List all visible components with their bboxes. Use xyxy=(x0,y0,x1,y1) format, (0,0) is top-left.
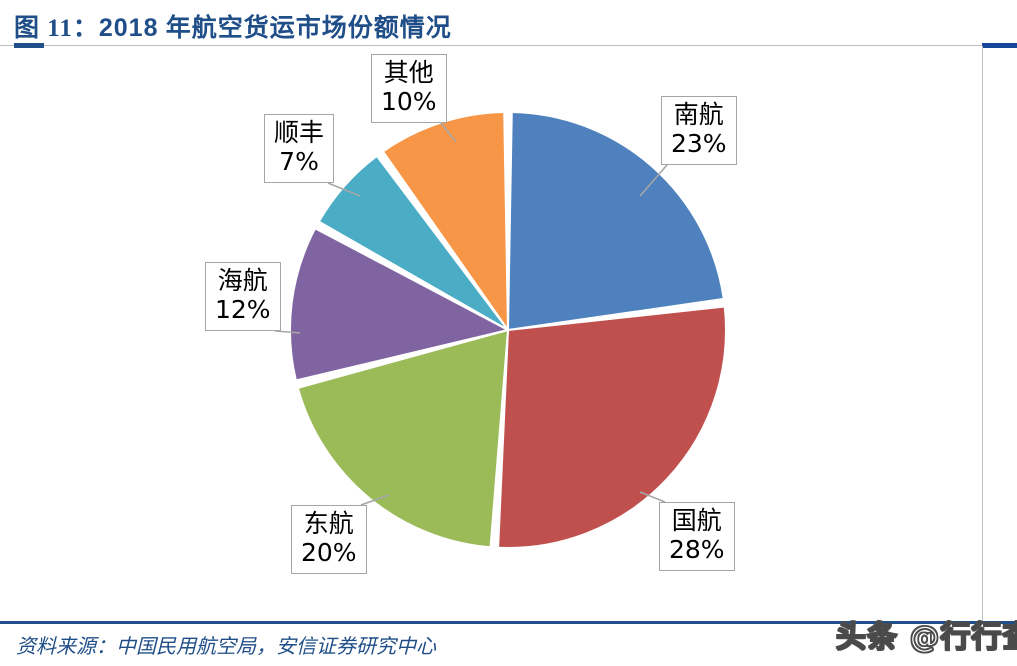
callout-leader-lines-group xyxy=(274,122,668,506)
callout-category-name: 海航 xyxy=(217,266,268,295)
callout-leader-line xyxy=(639,491,666,503)
pie-slice[interactable] xyxy=(497,305,727,549)
pie-callout-label[interactable]: 南航 23% xyxy=(661,96,737,165)
content-right-border xyxy=(982,46,983,623)
callout-value: 7% xyxy=(279,146,319,176)
callout-leader-line xyxy=(440,122,457,143)
pie-callout-label[interactable]: 东航 20% xyxy=(291,505,367,574)
header-accent-right xyxy=(982,43,1017,48)
header-divider xyxy=(0,45,1017,46)
callout-category-name: 国航 xyxy=(671,506,722,535)
source-note: 资料来源：中国民用航空局，安信证券研究中心 xyxy=(16,636,436,658)
footer-divider xyxy=(0,621,1017,624)
callout-category-name: 东航 xyxy=(303,509,354,538)
pie-chart: 南航 23% 国航 28% 东航 20% 海航 12% 顺丰 7% 其他 10% xyxy=(0,46,982,621)
pie-slice[interactable] xyxy=(317,154,509,331)
pie-slice[interactable] xyxy=(289,226,511,382)
pie-callout-label[interactable]: 海航 12% xyxy=(205,262,281,331)
callout-value: 28% xyxy=(669,534,725,564)
figure-year: 2018 xyxy=(98,14,159,42)
callout-category-name: 其他 xyxy=(383,58,434,87)
callout-category-name: 南航 xyxy=(673,100,724,129)
callout-category-name: 顺丰 xyxy=(274,118,325,147)
callout-leader-line xyxy=(360,494,390,506)
pie-slices-group xyxy=(289,111,727,549)
pie-callout-label[interactable]: 顺丰 7% xyxy=(264,114,335,183)
page-title: 图 11：2018 年航空货运市场份额情况 xyxy=(14,8,452,44)
callout-leader-line xyxy=(639,164,668,197)
figure-number-label: 图 11： xyxy=(14,15,99,42)
pie-callout-label[interactable]: 国航 28% xyxy=(659,502,735,571)
callout-value: 10% xyxy=(381,86,437,116)
pie-callout-label[interactable]: 其他 10% xyxy=(371,54,447,123)
callout-value: 20% xyxy=(301,537,357,567)
pie-chart-svg xyxy=(274,111,727,549)
header-accent-left xyxy=(14,43,44,48)
callout-value: 12% xyxy=(215,294,271,324)
pie-slice[interactable] xyxy=(506,111,725,332)
figure-title-text: 年航空货运市场份额情况 xyxy=(158,15,452,42)
watermark: 头条 @行行查 xyxy=(835,619,1017,656)
callout-leader-line xyxy=(274,330,301,334)
callout-value: 23% xyxy=(671,128,727,158)
pie-slice[interactable] xyxy=(296,328,510,549)
callout-leader-line xyxy=(327,182,361,197)
